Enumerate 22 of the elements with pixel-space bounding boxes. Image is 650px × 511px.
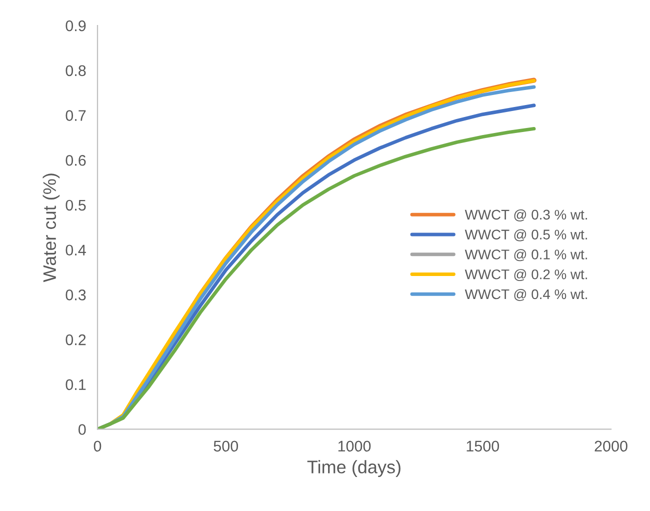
x-tick-label: 2000	[594, 440, 628, 452]
y-tick-label: 0.8	[66, 65, 86, 76]
x-tick-label: 1000	[338, 440, 371, 452]
y-tick-label: 0.7	[66, 110, 86, 121]
x-tick-label: 0	[94, 440, 102, 452]
y-tick-label: 0.6	[66, 154, 86, 166]
x-axis-title: Time (days)	[307, 460, 400, 477]
y-tick-label: 0	[78, 424, 86, 435]
y-tick-label: 0.2	[66, 334, 86, 346]
y-tick-label: 0.5	[66, 200, 86, 211]
y-axis-title: Water cut (%)	[42, 174, 60, 282]
legend-label: WWCT @ 0.2 % wt.	[464, 269, 587, 282]
legend-label: WWCT @ 0.3 % wt.	[464, 209, 587, 222]
y-tick-label: 0.3	[66, 290, 86, 300]
legend-label: WWCT @ 0.4 % wt.	[464, 288, 587, 301]
y-tick-label: 0.9	[66, 20, 86, 32]
y-tick-label: 0.1	[66, 379, 86, 390]
y-tick-label: 0.4	[66, 244, 86, 256]
x-tick-label: 500	[214, 440, 238, 452]
x-tick-label: 1500	[466, 440, 500, 452]
legend-label: WWCT @ 0.5 % wt.	[464, 229, 587, 242]
legend-label: WWCT @ 0.1 % wt.	[464, 249, 587, 262]
